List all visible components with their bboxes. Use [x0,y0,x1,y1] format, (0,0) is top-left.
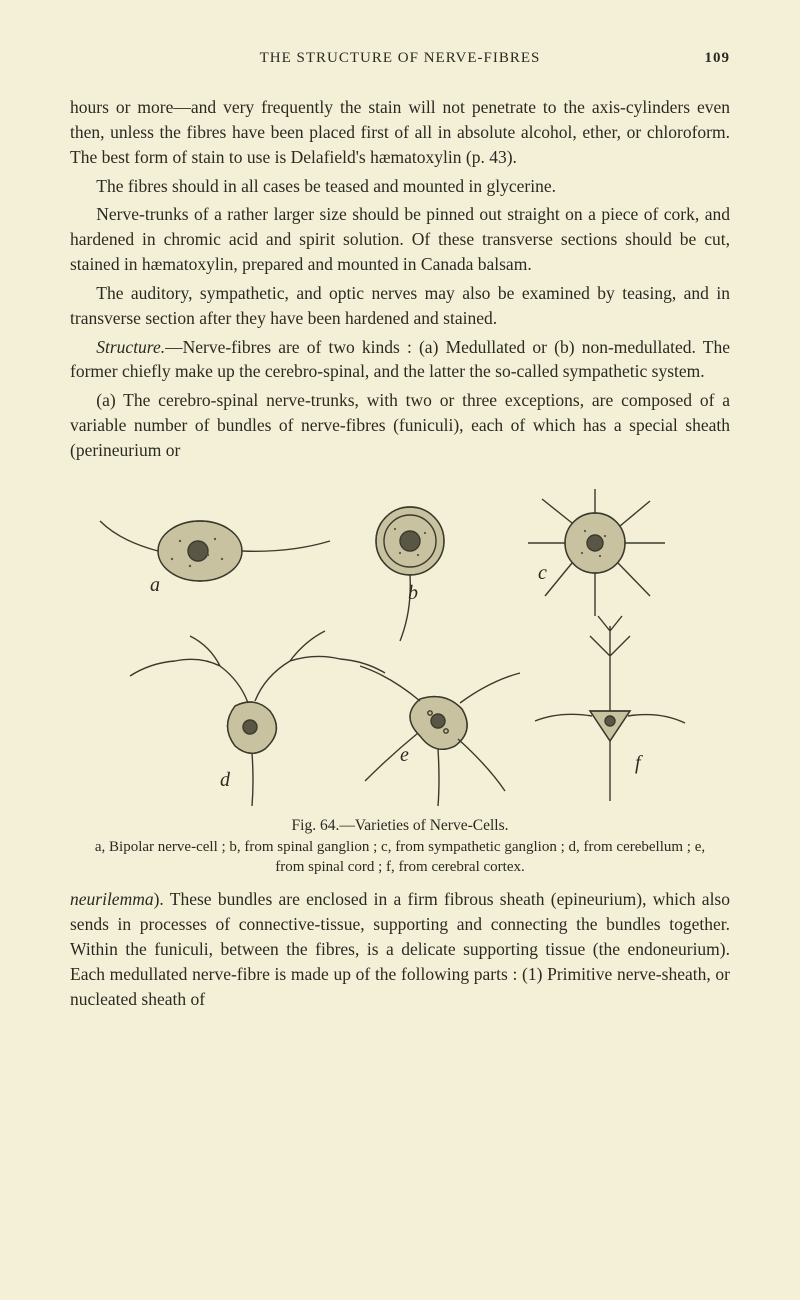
p5-lead-italic: Structure. [96,337,165,357]
figure-64: a b c d e f Fig. 64.—Varieties of Nerve-… [70,481,730,878]
cell-e [360,666,520,806]
figure-caption-title: Fig. 64.—Varieties of Nerve-Cells. [70,817,730,835]
label-f: f [635,752,643,774]
paragraph-1: hours or more—and very frequently the st… [70,95,730,170]
label-a: a [150,574,160,596]
running-head: THE STRUCTURE OF NERVE-FIBRES 109 [70,50,730,67]
label-c: c [538,562,547,584]
p7-rest: ). These bundles are enclosed in a firm … [70,889,730,1008]
p5-rest: —Nerve-fibres are of two kinds : (a) Med… [70,337,730,382]
paragraph-7: neurilemma). These bundles are enclosed … [70,887,730,1011]
label-e: e [400,744,409,766]
paragraph-2: The fibres should in all cases be teased… [70,174,730,199]
figure-labels: a b c d e f [150,562,643,791]
figure-caption-line: a, Bipolar nerve-cell ; b, from spinal g… [70,837,730,878]
cell-d [130,631,385,806]
label-d: d [220,769,231,791]
p7-lead-italic: neurilemma [70,889,154,909]
paragraph-6: (a) The cerebro-spinal nerve-trunks, wit… [70,388,730,463]
paragraph-4: The auditory, sympathetic, and optic ner… [70,281,730,331]
cell-f [535,616,685,801]
running-title: THE STRUCTURE OF NERVE-FIBRES [120,50,680,67]
label-b: b [408,582,418,604]
paragraph-3: Nerve-trunks of a rather larger size sho… [70,202,730,277]
cell-b [376,507,444,641]
paragraph-5: Structure.—Nerve-fibres are of two kinds… [70,335,730,385]
runhead-spacer [70,50,120,67]
cell-a [100,521,330,581]
cell-c [528,489,665,616]
page: THE STRUCTURE OF NERVE-FIBRES 109 hours … [0,0,800,1300]
page-number: 109 [680,50,730,67]
figure-64-svg: a b c d e f [90,481,710,811]
